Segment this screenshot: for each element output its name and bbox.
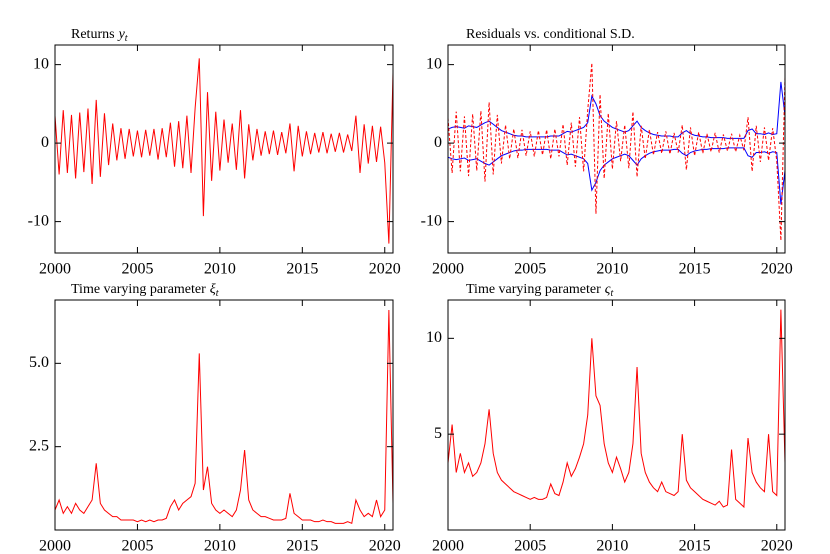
title-subscript: t [216,288,219,299]
plot-area [55,309,393,525]
axes-frame [447,299,786,531]
x-tick-label: 2010 [596,261,628,278]
y-tick-label: -10 [421,212,442,229]
x-tick-label: 2010 [596,538,628,554]
y-tick-label: 10 [426,329,442,346]
x-tick-label: 2000 [432,538,464,554]
y-tick-label: 0 [41,134,49,151]
title-text: Residuals vs. conditional S.D. [466,27,635,42]
y-tick-label: 0 [434,134,442,151]
title-symbol: ξ [210,282,216,297]
series-line [448,63,785,241]
panel-title: Residuals vs. conditional S.D. [466,27,635,42]
title-text: Returns [71,27,115,42]
series-line [55,309,393,525]
x-tick-label: 2010 [204,261,236,278]
x-tick-label: 2020 [369,538,401,554]
plot-area [55,58,393,244]
x-tick-label: 2020 [761,261,793,278]
x-tick-label: 2000 [39,261,71,278]
plot-area [448,63,785,241]
x-tick-label: 2005 [121,538,153,554]
x-tick-label: 2010 [204,538,236,554]
title-subscript: t [125,33,128,44]
x-tick-label: 2000 [432,261,464,278]
y-tick-label: 5.0 [29,354,49,371]
series-line [55,58,393,244]
title-symbol: ς [605,282,611,297]
panel-title: Time varying parameter ξt [71,282,219,299]
series-line [448,81,785,139]
y-tick-label: 10 [33,55,49,72]
axes-frame [54,44,394,254]
y-tick-label: -10 [28,212,49,229]
x-tick-label: 2015 [286,538,318,554]
title-text: Time varying parameter [71,282,206,297]
x-tick-label: 2000 [39,538,71,554]
y-tick-label: 10 [426,55,442,72]
panel-title: Returns yt [71,27,128,44]
x-tick-label: 2005 [121,261,153,278]
y-tick-label: 5 [434,425,442,442]
x-tick-label: 2015 [679,261,711,278]
series-line [448,147,785,205]
title-symbol: y [117,27,126,42]
title-text: Time varying parameter [466,282,601,297]
x-tick-label: 2020 [761,538,793,554]
plot-area [448,309,785,509]
panel-title: Time varying parameter ςt [466,282,613,299]
axes-frame [54,299,394,531]
y-tick-label: 2.5 [29,437,49,454]
x-tick-label: 2020 [369,261,401,278]
x-tick-label: 2005 [514,538,546,554]
title-subscript: t [610,288,613,299]
x-tick-label: 2015 [679,538,711,554]
series-line [448,309,785,509]
x-tick-label: 2015 [286,261,318,278]
axes-frame [447,44,786,254]
x-tick-label: 2005 [514,261,546,278]
